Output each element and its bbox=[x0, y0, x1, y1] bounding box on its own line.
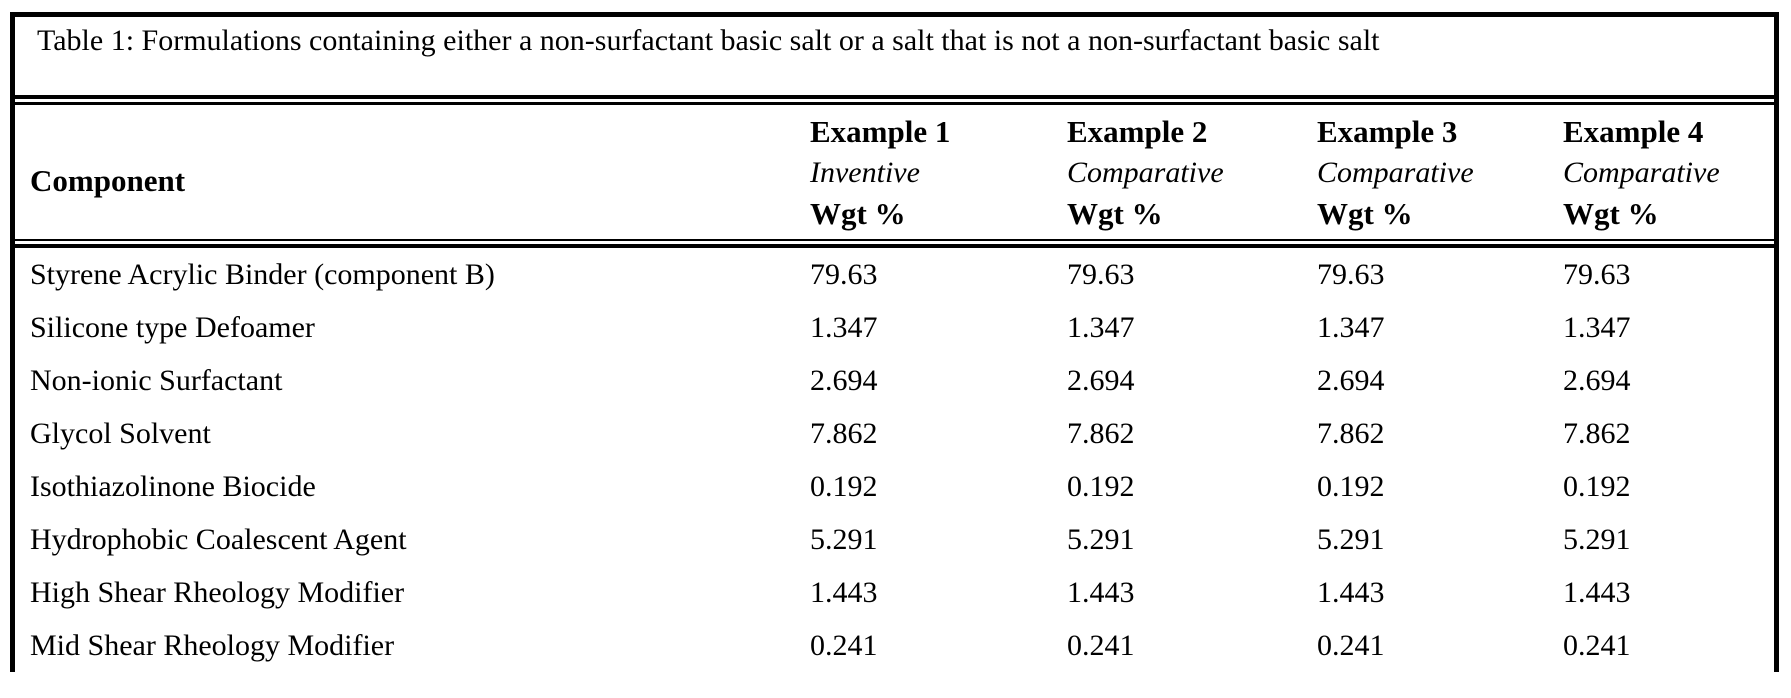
table-row: Mid Shear Rheology Modifier 0.241 0.241 … bbox=[15, 619, 1774, 672]
value-cell: 7.862 bbox=[1317, 416, 1385, 450]
value-cell: 0.192 bbox=[1067, 469, 1135, 503]
value-cell: 5.291 bbox=[1563, 522, 1631, 556]
value-cell: 7.862 bbox=[810, 416, 878, 450]
example-2-column-header: Example 2 Comparative Wgt % bbox=[1067, 111, 1317, 239]
value-cell: 1.347 bbox=[1563, 310, 1631, 344]
type-label: Inventive bbox=[810, 156, 920, 189]
value-cell: 79.63 bbox=[1317, 257, 1385, 291]
value-cell: 1.443 bbox=[1067, 575, 1135, 609]
component-cell: High Shear Rheology Modifier bbox=[30, 575, 405, 609]
value-cell: 1.347 bbox=[1067, 310, 1135, 344]
value-cell: 5.291 bbox=[1067, 522, 1135, 556]
type-label: Comparative bbox=[1067, 156, 1224, 189]
table-row: High Shear Rheology Modifier 1.443 1.443… bbox=[15, 566, 1774, 619]
value-cell: 1.443 bbox=[1563, 575, 1631, 609]
table-row: Non-ionic Surfactant 2.694 2.694 2.694 2… bbox=[15, 354, 1774, 407]
value-cell: 7.862 bbox=[1067, 416, 1135, 450]
value-cell: 0.192 bbox=[1317, 469, 1385, 503]
value-cell: 2.694 bbox=[810, 363, 878, 397]
value-cell: 0.192 bbox=[810, 469, 878, 503]
value-cell: 0.241 bbox=[810, 628, 878, 662]
table-header-row: Component Example 1 Inventive Wgt % Exam… bbox=[15, 105, 1774, 239]
component-cell: Glycol Solvent bbox=[30, 416, 211, 450]
table-title: Table 1: Formulations containing either … bbox=[37, 24, 1380, 57]
title-separator-rule bbox=[15, 95, 1774, 105]
example-header: Example 4 bbox=[1563, 114, 1704, 149]
value-cell: 1.443 bbox=[810, 575, 878, 609]
value-cell: 79.63 bbox=[810, 257, 878, 291]
value-cell: 0.241 bbox=[1067, 628, 1135, 662]
unit-label: Wgt % bbox=[1317, 196, 1413, 231]
type-label: Comparative bbox=[1563, 156, 1720, 189]
value-cell: 5.291 bbox=[810, 522, 878, 556]
component-cell: Hydrophobic Coalescent Agent bbox=[30, 522, 407, 556]
formulations-table: Table 1: Formulations containing either … bbox=[10, 12, 1779, 672]
unit-label: Wgt % bbox=[1067, 196, 1163, 231]
table-body: Styrene Acrylic Binder (component B) 79.… bbox=[15, 248, 1774, 672]
example-4-column-header: Example 4 Comparative Wgt % bbox=[1563, 111, 1774, 239]
value-cell: 1.347 bbox=[1317, 310, 1385, 344]
header-separator-rule bbox=[15, 239, 1774, 248]
value-cell: 0.241 bbox=[1317, 628, 1385, 662]
value-cell: 1.443 bbox=[1317, 575, 1385, 609]
component-column-header: Component bbox=[30, 163, 186, 198]
value-cell: 79.63 bbox=[1067, 257, 1135, 291]
value-cell: 79.63 bbox=[1563, 257, 1631, 291]
table-row: Hydrophobic Coalescent Agent 5.291 5.291… bbox=[15, 513, 1774, 566]
type-label: Comparative bbox=[1317, 156, 1474, 189]
value-cell: 0.192 bbox=[1563, 469, 1631, 503]
component-cell: Mid Shear Rheology Modifier bbox=[30, 628, 395, 662]
table-row: Styrene Acrylic Binder (component B) 79.… bbox=[15, 248, 1774, 301]
example-header: Example 1 bbox=[810, 114, 951, 149]
value-cell: 5.291 bbox=[1317, 522, 1385, 556]
component-cell: Styrene Acrylic Binder (component B) bbox=[30, 257, 495, 291]
example-1-column-header: Example 1 Inventive Wgt % bbox=[810, 111, 1067, 239]
component-cell: Non-ionic Surfactant bbox=[30, 363, 283, 397]
value-cell: 2.694 bbox=[1317, 363, 1385, 397]
example-header: Example 2 bbox=[1067, 114, 1208, 149]
component-cell: Isothiazolinone Biocide bbox=[30, 469, 316, 503]
component-cell: Silicone type Defoamer bbox=[30, 310, 315, 344]
value-cell: 2.694 bbox=[1563, 363, 1631, 397]
table-row: Silicone type Defoamer 1.347 1.347 1.347… bbox=[15, 301, 1774, 354]
table-row: Isothiazolinone Biocide 0.192 0.192 0.19… bbox=[15, 460, 1774, 513]
value-cell: 7.862 bbox=[1563, 416, 1631, 450]
value-cell: 2.694 bbox=[1067, 363, 1135, 397]
value-cell: 1.347 bbox=[810, 310, 878, 344]
example-3-column-header: Example 3 Comparative Wgt % bbox=[1317, 111, 1563, 239]
unit-label: Wgt % bbox=[1563, 196, 1659, 231]
unit-label: Wgt % bbox=[810, 196, 906, 231]
table-row: Glycol Solvent 7.862 7.862 7.862 7.862 bbox=[15, 407, 1774, 460]
value-cell: 0.241 bbox=[1563, 628, 1631, 662]
example-header: Example 3 bbox=[1317, 114, 1458, 149]
